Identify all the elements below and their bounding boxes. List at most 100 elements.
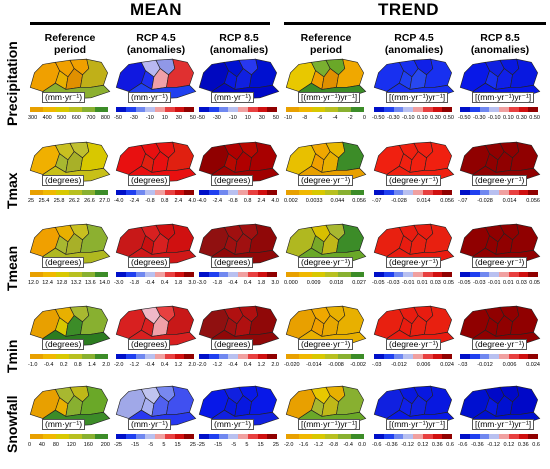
tick-label: 0.024 (526, 362, 540, 368)
tick-label: -3.0 (114, 280, 124, 286)
colorbar-ticks: -3.0 -1.8 -0.4 0.4 1.8 3.0 (197, 280, 279, 286)
unit-label: (degrees) (42, 257, 85, 268)
map-panel: [(mm·yr⁻¹)yr⁻¹] -2.0 -1.6 -1.2 -0.8 -0.4 0.0 (284, 383, 368, 467)
basin-map (285, 385, 367, 427)
tick-label: 0.4 (160, 280, 169, 286)
tick-label: 30 (258, 115, 265, 121)
tick-label: 0.36 (517, 442, 529, 448)
unit-label: [(mm·yr⁻¹)yr⁻¹] (472, 419, 535, 430)
tick-label: 0.50 (443, 115, 454, 121)
column-header-4: Reference period (284, 32, 368, 56)
colorbar-ticks: -4.0 -2.4 -0.8 0.8 2.4 4.0 (197, 198, 279, 204)
colorbar (199, 272, 277, 277)
unit-label: (degrees) (211, 257, 254, 268)
tick-label: 2.0 (188, 362, 196, 368)
basin-map (115, 223, 197, 265)
unit-label: (degree·yr⁻¹) (472, 257, 528, 268)
map-panel: (mm·yr⁻¹) -50 -30 -10 10 30 50 (114, 56, 198, 140)
column-header-line1: Reference (44, 32, 96, 44)
colorbar (30, 354, 108, 359)
tick-label: -0.6 (458, 442, 468, 448)
colorbar-ticks: -.07 -0.028 0.014 0.056 (372, 198, 454, 204)
tick-label: -30 (129, 115, 138, 121)
unit-label: [(mm·yr⁻¹)yr⁻¹] (386, 92, 449, 103)
map-panel: (degree·yr⁻¹) -0.05 -0.03 -0.01 0.01 0.03 0.05 (372, 221, 456, 305)
colorbar (374, 434, 452, 439)
map-panel: [(mm·yr⁻¹)yr⁻¹] -0.6 -0.36 -0.12 0.12 0.36 0.6 (372, 383, 456, 467)
tick-label: 0.12 (503, 442, 515, 448)
tick-label: -0.4 (145, 362, 155, 368)
tick-label: -0.028 (477, 198, 493, 204)
tick-label: 0.50 (529, 115, 540, 121)
unit-label: (degree·yr⁻¹) (298, 257, 354, 268)
basin-map (29, 385, 111, 427)
tick-label: -25 (114, 442, 122, 448)
colorbar (116, 107, 194, 112)
unit-label: (degrees) (128, 339, 171, 350)
tick-label: -1.2 (129, 362, 140, 368)
tick-label: 0 (28, 442, 32, 448)
unit-label: (mm·yr⁻¹) (128, 419, 172, 430)
tick-label: -0.8 (328, 442, 339, 448)
column-header-line2: (anomalies) (126, 44, 186, 56)
colorbar-ticks: 0.002 0.0033 0.044 0.056 (284, 198, 366, 204)
column-header-line2: (anomalies) (470, 44, 530, 56)
map-panel: (degree·yr⁻¹) 0.000 0.009 0.018 0.027 (284, 221, 368, 305)
colorbar (460, 434, 538, 439)
tick-label: 50 (189, 115, 196, 121)
tick-label: 80 (52, 442, 59, 448)
tick-label: 0.018 (329, 280, 344, 286)
column-header-line2: (anomalies) (384, 44, 444, 56)
colorbar-ticks: -0.05 -0.03 -0.01 0.01 0.03 0.05 (458, 280, 540, 286)
unit-label: (mm·yr⁻¹) (42, 419, 86, 430)
tick-label: 0.05 (443, 280, 454, 286)
tick-label: -1.0 (28, 362, 38, 368)
tick-label: 0.03 (430, 280, 441, 286)
tick-label: -0.10 (401, 115, 415, 121)
basin-map (285, 141, 367, 183)
tick-label: -0.05 (458, 280, 471, 286)
colorbar-ticks: 0.000 0.009 0.018 0.027 (284, 280, 366, 286)
tick-label: 2.4 (257, 198, 266, 204)
map-panel: (degree·yr⁻¹) 0.002 0.0033 0.044 0.056 (284, 139, 368, 223)
colorbar (286, 434, 364, 439)
tick-label: 13.6 (85, 280, 96, 286)
section-title-trend: TREND (378, 0, 440, 19)
colorbar-ticks: -50 -30 -10 10 30 50 (114, 115, 196, 121)
tick-label: -2.0 (197, 362, 207, 368)
tick-label: 0 (362, 115, 366, 121)
tick-label: 15 (257, 442, 264, 448)
map-panel: [(mm·yr⁻¹)yr⁻¹] -0.50 -0.30 -0.10 0.10 0.30 0.… (458, 56, 542, 140)
tick-label: 500 (57, 115, 67, 121)
unit-label: (degree·yr⁻¹) (386, 175, 442, 186)
tick-label: -6 (317, 115, 323, 121)
tick-label: 200 (100, 442, 110, 448)
unit-label: (degrees) (42, 175, 85, 186)
colorbar-ticks: -50 -30 -10 10 30 50 (197, 115, 279, 121)
unit-label: (degrees) (211, 339, 254, 350)
colorbar (286, 107, 364, 112)
colorbar (286, 272, 364, 277)
tick-label: -0.012 (391, 362, 407, 368)
tick-label: 0.4 (160, 362, 169, 368)
tick-label: -0.4 (228, 362, 238, 368)
tick-label: 3.0 (188, 280, 196, 286)
tick-label: 1.2 (174, 362, 183, 368)
unit-label: (mm·yr⁻¹) (42, 92, 86, 103)
tick-label: 0.0 (358, 442, 366, 448)
map-panel: (mm·yr⁻¹) 0 40 80 120 160 200 (28, 383, 112, 467)
tick-label: -0.002 (350, 362, 366, 368)
unit-label: (degrees) (128, 257, 171, 268)
map-panel: (degrees) -2.0 -1.2 -0.4 0.4 1.2 2.0 (197, 303, 281, 387)
tick-label: 400 (42, 115, 52, 121)
tick-label: -0.01 (487, 280, 501, 286)
tick-label: 12.0 (28, 280, 39, 286)
map-panel: (mm·yr⁻¹) -50 -30 -10 10 30 50 (197, 56, 281, 140)
tick-label: 0.0033 (305, 198, 323, 204)
colorbar (30, 107, 108, 112)
colorbar-ticks: -2.0 -1.2 -0.4 0.4 1.2 2.0 (197, 362, 279, 368)
tick-label: 26.2 (68, 198, 80, 204)
colorbar-ticks: -0.50 -0.30 -0.10 0.10 0.30 0.50 (372, 115, 454, 121)
colorbar-ticks: -0.50 -0.30 -0.10 0.10 0.30 0.50 (458, 115, 540, 121)
unit-label: (mm·yr⁻¹) (211, 419, 255, 430)
